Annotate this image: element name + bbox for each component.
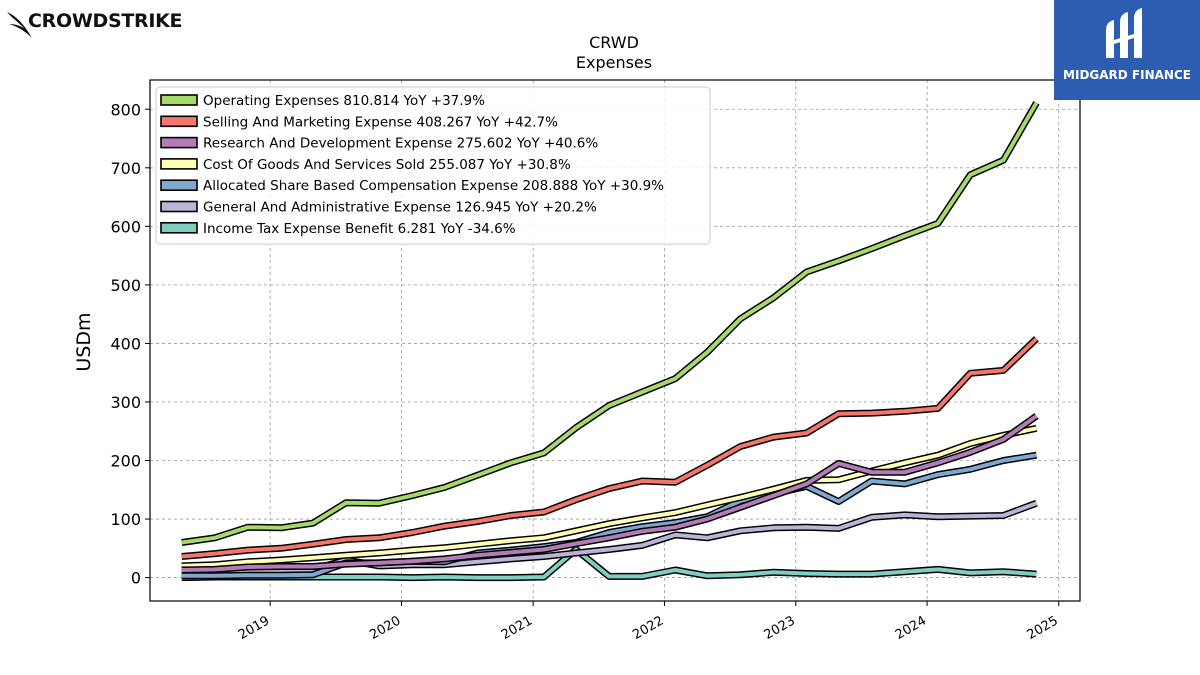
legend-swatch-general-and-administrative-expense [160, 200, 198, 213]
series-line-income-tax-expense-benefit [181, 547, 1037, 580]
legend-label-cost-of-goods-and-services-sold: Cost Of Goods And Services Sold 255.087 … [203, 157, 571, 173]
x-tick-label: 2025 [1025, 613, 1061, 643]
legend-swatch-research-and-development-expense [160, 136, 198, 149]
legend-label-selling-and-marketing-expense: Selling And Marketing Expense 408.267 Yo… [203, 114, 558, 130]
falcon-icon [7, 12, 32, 38]
x-tick-label: 2020 [367, 613, 403, 643]
chart-title: CRWD [589, 33, 639, 52]
crowdstrike-wordmark: CROWDSTRIKE [28, 10, 183, 32]
y-tick-label: 100 [110, 510, 141, 529]
chart-subtitle: Expenses [576, 53, 652, 72]
y-tick-label: 300 [110, 393, 141, 412]
y-tick-label: 600 [110, 217, 141, 236]
x-tick-label: 2024 [893, 613, 929, 643]
legend-label-income-tax-expense-benefit: Income Tax Expense Benefit 6.281 YoY -34… [203, 221, 516, 237]
midgard-finance-logo: MIDGARD FINANCE [1054, 0, 1200, 100]
plot-frame [149, 79, 1081, 602]
legend-label-operating-expenses: Operating Expenses 810.814 YoY +37.9% [203, 93, 485, 109]
legend-swatch-allocated-share-based-compensation-expense [160, 179, 198, 191]
x-tick-label: 2022 [630, 613, 666, 643]
series-line-operating-expenses [181, 101, 1039, 545]
legend-label-general-and-administrative-expense: General And Administrative Expense 126.9… [203, 200, 597, 216]
y-tick-label: 500 [110, 276, 141, 295]
series-line-selling-and-marketing-expense [181, 337, 1038, 559]
series-line-research-and-development-expense [181, 414, 1038, 572]
series-line-cost-of-goods-and-services-sold [181, 426, 1037, 568]
x-tick-label: 2019 [236, 613, 272, 643]
y-tick-label: 800 [110, 100, 141, 119]
legend-swatch-selling-and-marketing-expense [160, 115, 198, 128]
legend-swatch-operating-expenses [160, 94, 198, 106]
x-tick-label: 2023 [762, 613, 798, 643]
midgard-emblem-icon [1106, 8, 1142, 58]
y-tick-label: 400 [110, 334, 141, 353]
series-line-allocated-share-based-compensation-expense [181, 453, 1037, 578]
midgard-wordmark: MIDGARD FINANCE [1063, 68, 1191, 82]
y-tick-label: 0 [131, 569, 141, 588]
legend-label-allocated-share-based-compensation-expense: Allocated Share Based Compensation Expen… [203, 178, 664, 194]
y-axis-label: USDm [73, 312, 95, 371]
legend-swatch-cost-of-goods-and-services-sold [160, 158, 198, 170]
legend-box [155, 86, 711, 245]
legend-label-research-and-development-expense: Research And Development Expense 275.602… [203, 136, 598, 152]
x-tick-label: 2021 [499, 613, 535, 643]
legend-swatch-income-tax-expense-benefit [160, 222, 198, 234]
y-tick-label: 700 [110, 159, 141, 178]
y-tick-label: 200 [110, 452, 141, 471]
crowdstrike-logo: CROWDSTRIKE [6, 4, 206, 40]
